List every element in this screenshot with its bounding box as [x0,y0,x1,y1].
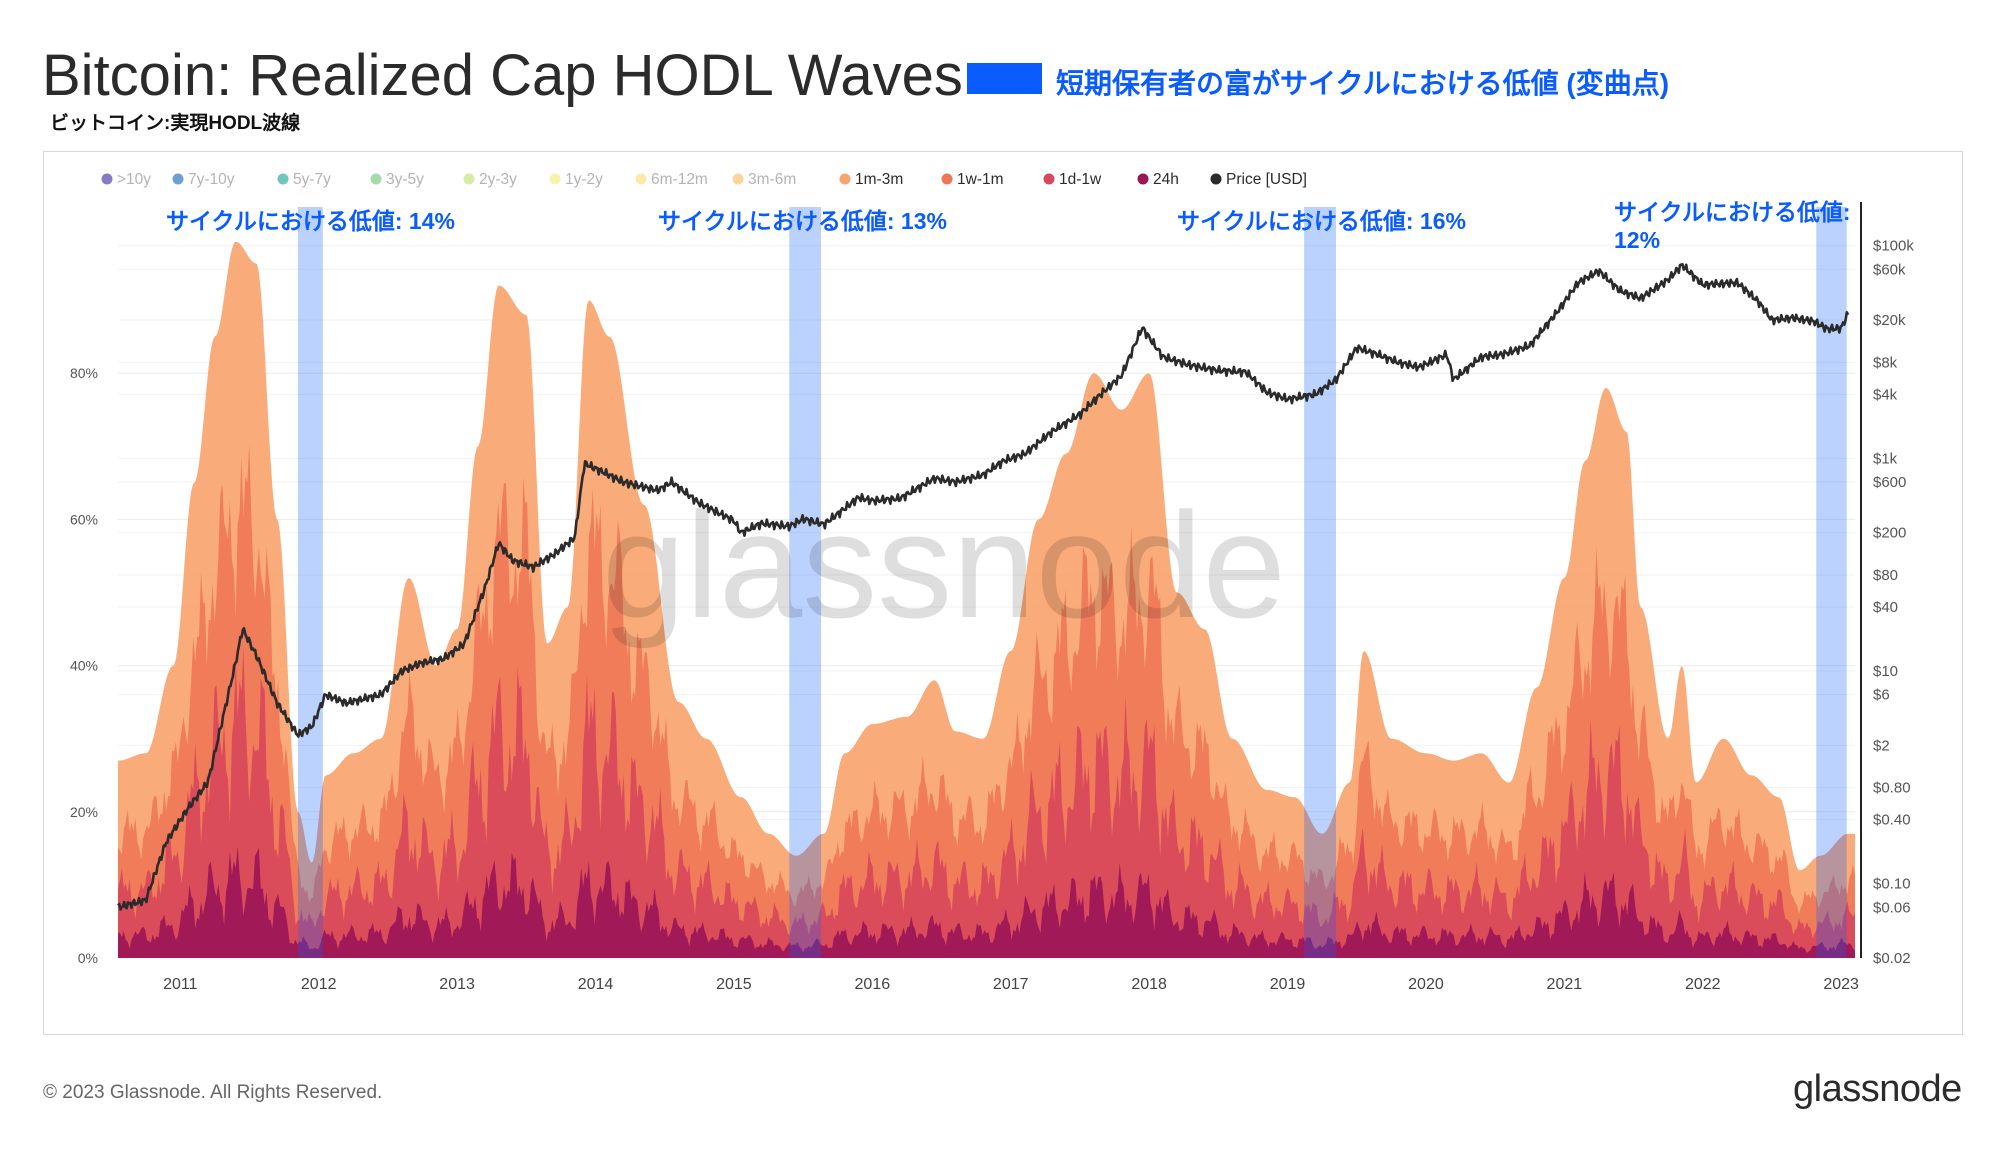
price-axis-tick-label: $600 [1873,474,1906,491]
cycle-low-band [1304,207,1336,958]
legend-swatch [172,173,184,185]
legend-swatch [839,173,851,185]
x-axis-tick-label: 2020 [1408,976,1444,993]
y-axis-tick-label: 80% [70,365,98,381]
price-axis-tick-label: $0.02 [1873,950,1911,967]
chart-subtitle: ビットコイン:実現HODL波線 [50,113,301,134]
price-axis-tick-label: $100k [1873,238,1914,255]
hodl-waves-chart: サイクルにおける低値: 14% サイクルにおける低値: 13% サイクルにおける低値… [70,171,1914,993]
x-axis-tick-label: 2021 [1547,976,1583,993]
x-axis-tick-label: 2023 [1823,976,1859,993]
price-axis-tick-label: $200 [1873,525,1906,542]
legend-item: 6m-12m [635,171,708,188]
legend-label: 6m-12m [651,171,708,188]
cycle-low-band [1816,207,1847,958]
price-axis-tick-label: $40 [1873,599,1898,616]
cycle-low-band [297,207,323,958]
legend-swatch [101,173,113,185]
legend-swatch [1137,173,1149,185]
x-axis-tick-label: 2022 [1685,976,1721,993]
cycle-low-label-line: 12% [1614,227,1660,253]
legend-swatch [732,173,744,185]
price-axis-tick-label: $6 [1873,687,1890,704]
cycle-low-label-line: サイクルにおける低値: [1614,199,1851,225]
legend-label: 3m-6m [748,171,796,188]
x-axis-tick-label: 2019 [1270,976,1306,993]
legend-swatch [277,173,289,185]
price-axis-tick-label: $2 [1873,737,1890,754]
legend-item: >10y [101,171,151,188]
legend-label: 5y-7y [293,171,331,188]
x-axis-tick-label: 2013 [439,976,475,993]
legend-item: 2y-3y [463,171,517,188]
legend-swatch [370,173,382,185]
legend-swatch [549,173,561,185]
legend-label: 1d-1w [1059,171,1102,188]
x-axis-tick-label: 2018 [1131,976,1167,993]
x-axis-tick-label: 2014 [578,976,614,993]
price-axis-tick-label: $0.80 [1873,780,1911,797]
y-axis-tick-label: 40% [70,658,98,674]
x-axis-tick-label: 2016 [855,976,891,993]
y-axis-tick-label: 20% [70,804,98,820]
legend-label: 7y-10y [188,171,235,188]
legend-item: 3y-5y [370,171,424,188]
x-axis-tick-label: 2011 [163,976,198,993]
price-axis-tick-label: $4k [1873,386,1898,403]
legend-item: 7y-10y [172,171,235,188]
price-axis-tick-label: $10 [1873,663,1898,680]
legend-swatch [1210,173,1222,185]
legend-label: 1y-2y [565,171,603,188]
legend-label: 1w-1m [957,171,1004,188]
price-axis-tick-label: $0.40 [1873,812,1911,829]
price-axis-tick-label: $8k [1873,354,1898,371]
legend-item: 1d-1w [1043,171,1102,188]
legend-item: Price [USD] [1210,171,1307,188]
1w-1m-area [118,444,1855,959]
legend-swatch [1043,173,1055,185]
x-axis-tick-label: 2017 [993,976,1029,993]
legend-label: 3y-5y [386,171,424,188]
price-axis-tick-label: $20k [1873,312,1906,329]
glassnode-logo: glassnode [1793,1068,1962,1110]
chart-title: Bitcoin: Realized Cap HODL Waves [42,43,963,108]
price-axis-tick-label: $1k [1873,450,1898,467]
cycle-low-label: サイクルにおける低値: 16% [1177,208,1466,234]
y-axis-tick-label: 0% [78,950,98,966]
legend-item: 24h [1137,171,1179,188]
y-axis-tick-label: 60% [70,511,98,527]
x-axis-tick-label: 2015 [716,976,752,993]
legend-item: 1y-2y [549,171,603,188]
copyright-notice: © 2023 Glassnode. All Rights Reserved. [43,1082,383,1103]
cycle-low-label: サイクルにおける低値: 14% [166,208,455,234]
legend-label: Price [USD] [1226,171,1307,188]
price-axis-tick-label: $80 [1873,567,1898,584]
cycle-low-band [789,207,822,958]
cycle-low-label: サイクルにおける低値: 13% [658,208,947,234]
price-axis-tick-label: $0.10 [1873,876,1911,893]
x-axis-tick-label: 2012 [301,976,337,993]
24h-area [118,846,1855,958]
price-axis-tick-label: $0.06 [1873,899,1911,916]
legend-item: 1w-1m [941,171,1004,188]
price-line [117,263,1850,911]
legend-label: 24h [1153,171,1179,188]
legend-item: 5y-7y [277,171,331,188]
legend-swatch [635,173,647,185]
chart-panel: サイクルにおける低値: 14% サイクルにおける低値: 13% サイクルにおける低値… [43,151,1963,1035]
legend-label: >10y [117,171,151,188]
legend-item: 1m-3m [839,171,903,188]
price-axis-tick-label: $60k [1873,261,1906,278]
cycle-low-label: サイクルにおける低値: 12% [1614,199,1851,253]
legend-label: 2y-3y [479,171,517,188]
legend-item: 3m-6m [732,171,796,188]
highlight-legend-swatch [967,63,1042,94]
legend-label: 1m-3m [855,171,903,188]
legend-swatch [941,173,953,185]
legend-swatch [463,173,475,185]
highlight-legend-label: 短期保有者の富がサイクルにおける低値 (変曲点) [1056,68,1670,99]
